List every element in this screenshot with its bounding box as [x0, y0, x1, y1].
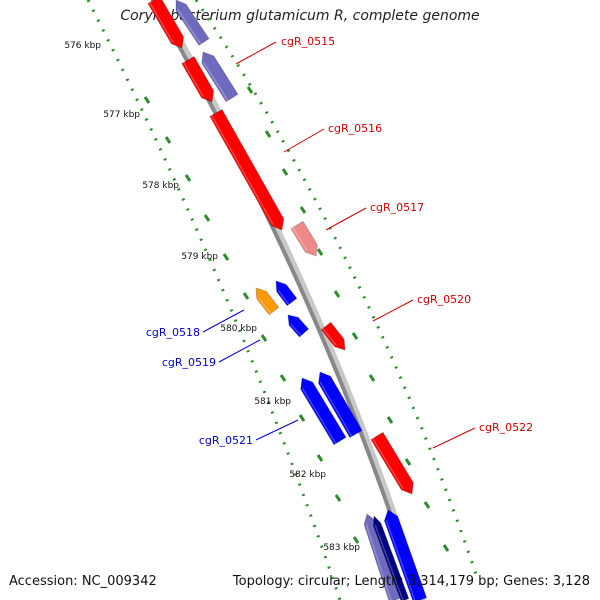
accession-text: Accession: NC_009342	[9, 574, 157, 589]
gene-label-cgR_0520[interactable]: cgR_0520	[417, 293, 471, 306]
genome-summary-text: Topology: circular; Length: 3,314,179 bp…	[232, 574, 590, 589]
gene-label-cgR_0517[interactable]: cgR_0517	[370, 201, 424, 214]
gene-arrow-cgR_0521a[interactable]	[300, 377, 347, 446]
leader-line-cgR_0519	[218, 339, 261, 363]
gene-arrow-r1[interactable]	[175, 0, 210, 46]
gene-label-cgR_0518[interactable]: cgR_0518	[146, 326, 200, 339]
gene-arrow-g_blue1[interactable]	[275, 280, 298, 307]
kbp-label: 576 kbp	[64, 41, 101, 51]
gene-arrow-cgR_0515b[interactable]	[201, 51, 239, 103]
gene-labels: cgR_0515 cgR_0516 cgR_0517 cgR_0518 cgR_0519…	[146, 35, 533, 447]
gene-label-cgR_0521[interactable]: cgR_0521	[199, 434, 253, 447]
major-tick	[281, 168, 289, 176]
gene-arrow-cgR_0517[interactable]	[290, 220, 318, 257]
leader-line-cgR_0518	[202, 309, 245, 333]
major-tick	[299, 206, 307, 214]
label-leader-lines	[202, 41, 476, 449]
major-tick	[242, 292, 250, 300]
gene-arrow-cgR_0519[interactable]	[287, 314, 310, 338]
gene-arrow-cgR_0516[interactable]	[209, 109, 285, 231]
gene-highlight	[202, 61, 229, 102]
gene-highlight	[372, 438, 404, 490]
major-tick	[184, 174, 192, 182]
leader-line-cgR_0521	[255, 419, 299, 441]
gene-highlight	[149, 2, 174, 44]
gene-arrow-cgR_0521[interactable]	[318, 371, 363, 439]
kbp-label: 583 kbp	[323, 543, 360, 553]
gene-highlight	[319, 381, 353, 437]
major-tick	[143, 96, 151, 104]
map-title: Corynebacterium glutamicum R, complete g…	[120, 8, 480, 24]
gene-highlight	[290, 323, 302, 337]
gene-highlight	[210, 115, 274, 225]
major-tick	[442, 544, 450, 552]
major-tick	[351, 332, 359, 340]
major-tick	[222, 253, 230, 261]
kbp-labels: 576 kbp 577 kbp 578 kbp 579 kbp 580 kbp 581 k…	[64, 41, 360, 553]
major-tick	[279, 374, 287, 382]
kbp-label: 579 kbp	[181, 252, 218, 262]
leader-line-cgR_0522	[432, 427, 476, 449]
major-tick	[246, 86, 254, 94]
gene-highlight	[322, 328, 337, 346]
major-tick	[316, 454, 324, 462]
gene-highlight	[277, 290, 290, 305]
major-tick	[264, 130, 272, 138]
gene-arrow-g_bottom2[interactable]	[372, 515, 410, 600]
tick-track-1	[194, 0, 480, 581]
major-tick	[334, 494, 342, 502]
gene-arrow-g_bottom3[interactable]	[383, 509, 428, 600]
gene-highlight	[177, 9, 202, 45]
major-tick	[333, 290, 341, 298]
tick-track-0	[86, 0, 342, 600]
gene-label-cgR_0519[interactable]: cgR_0519	[162, 356, 216, 369]
gene-arrow-f1[interactable]	[147, 0, 184, 49]
kbp-tick-marks	[86, 0, 480, 600]
major-tick	[316, 248, 324, 256]
leader-line-cgR_0517	[325, 207, 367, 231]
major-tick	[423, 501, 431, 509]
kbp-label: 580 kbp	[220, 324, 257, 334]
gene-arrow-cgR_0515[interactable]	[181, 55, 215, 103]
kbp-label: 581 kbp	[254, 397, 291, 407]
major-tick	[164, 136, 172, 144]
kbp-label: 582 kbp	[289, 470, 326, 480]
kbp-label: 578 kbp	[142, 181, 179, 191]
major-tick	[298, 414, 306, 422]
kbp-label: 577 kbp	[103, 110, 140, 120]
gene-highlight	[301, 387, 337, 444]
gene-label-cgR_0515[interactable]: cgR_0515	[281, 35, 335, 48]
gene-highlight	[385, 519, 416, 600]
major-tick	[203, 214, 211, 222]
gene-arrow-cgR_0520[interactable]	[320, 321, 346, 351]
major-tick	[352, 536, 360, 544]
gene-features	[147, 0, 428, 600]
gene-highlight	[292, 227, 308, 252]
major-tick	[404, 458, 412, 466]
gene-highlight	[183, 62, 204, 98]
gene-highlight	[374, 524, 404, 600]
gene-arrow-cgR_0518[interactable]	[255, 287, 280, 316]
leader-line-cgR_0520	[372, 299, 414, 322]
major-tick	[368, 374, 376, 382]
gene-label-cgR_0516[interactable]: cgR_0516	[328, 122, 382, 135]
gene-label-cgR_0522[interactable]: cgR_0522	[479, 421, 533, 434]
leader-line-cgR_0515	[235, 41, 277, 65]
major-tick	[260, 334, 268, 342]
gene-arrow-cgR_0522[interactable]	[370, 431, 414, 495]
major-tick	[386, 416, 394, 424]
gene-arrow-g_bottom1[interactable]	[363, 513, 402, 600]
gene-highlight	[257, 297, 272, 314]
gene-highlight	[365, 523, 392, 600]
leader-line-cgR_0516	[283, 128, 325, 153]
